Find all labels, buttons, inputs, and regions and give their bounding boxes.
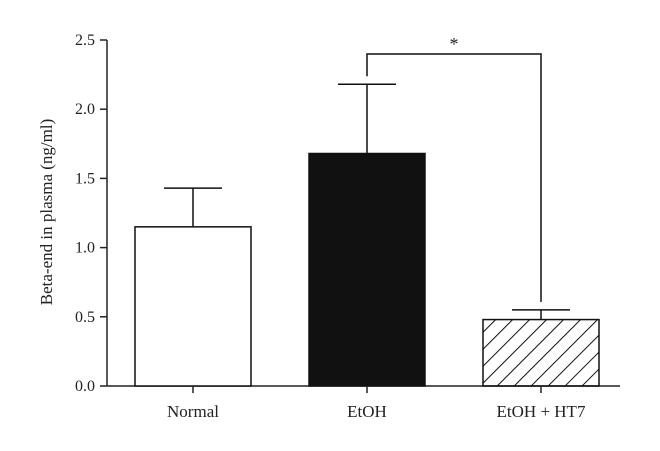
y-tick-label-3: 1.5 bbox=[75, 170, 95, 187]
x-tick-label-2: EtOH + HT7 bbox=[497, 402, 586, 421]
y-axis-title: Beta-end in plasma (ng/ml) bbox=[37, 119, 56, 305]
y-tick-label-0: 0.0 bbox=[75, 378, 95, 395]
bar-0 bbox=[134, 226, 252, 387]
x-tick-label-1: EtOH bbox=[347, 402, 387, 421]
y-tick-label-2: 1.0 bbox=[75, 240, 95, 257]
bar-2 bbox=[482, 318, 600, 387]
plot-area: 0.0 0.5 1.0 1.5 2.0 2.5 Normal EtOH EtOH + HT7 * bbox=[75, 32, 620, 421]
y-tick-label-1: 0.5 bbox=[75, 309, 95, 326]
x-tick-label-0: Normal bbox=[167, 402, 219, 421]
y-tick-label-5: 2.5 bbox=[75, 32, 95, 49]
bar-1 bbox=[308, 152, 426, 387]
significance-bracket bbox=[366, 53, 542, 302]
y-tick-label-4: 2.0 bbox=[75, 101, 95, 118]
significance-label: * bbox=[450, 34, 459, 54]
